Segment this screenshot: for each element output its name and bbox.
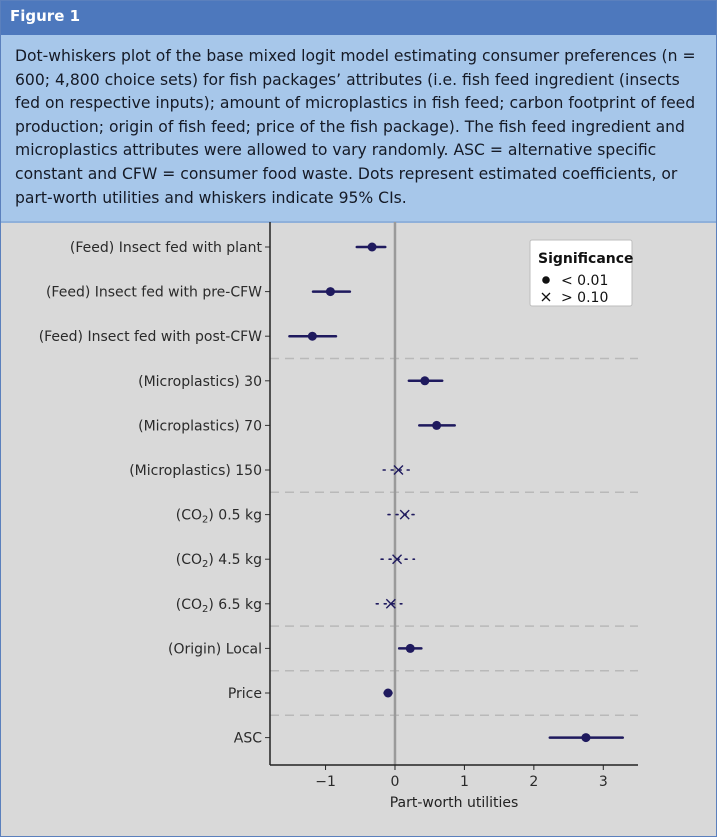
estimate-dot xyxy=(325,287,335,297)
y-tick-label: (Microplastics) 30 xyxy=(138,374,262,390)
x-tick-label: 1 xyxy=(460,774,469,790)
estimate-cross xyxy=(392,554,403,565)
y-tick-label: (Feed) Insect fed with post-CFW xyxy=(39,329,262,345)
y-tick-label: (CO2) 4.5 kg xyxy=(176,552,262,570)
legend-entry-label: < 0.01 xyxy=(561,273,608,289)
estimate-cross xyxy=(393,465,404,475)
y-tick-label: (Microplastics) 150 xyxy=(129,463,262,479)
y-tick-label: (Origin) Local xyxy=(168,641,262,657)
x-axis-ticks: −1 0 1 2 3 xyxy=(315,765,608,790)
y-tick-label: (Feed) Insect fed with plant xyxy=(70,240,263,256)
legend-box xyxy=(529,239,633,307)
estimate-dot xyxy=(383,688,393,698)
estimate-cross xyxy=(385,598,396,609)
y-tick-label: (CO2) 6.5 kg xyxy=(176,597,262,615)
figure-header: Figure 1 xyxy=(1,1,716,35)
figure-caption: Dot-whiskers plot of the base mixed logi… xyxy=(15,47,696,207)
estimate-dot xyxy=(367,242,377,252)
caption-divider xyxy=(1,221,716,223)
figure-label: Figure 1 xyxy=(10,7,81,25)
group-separators xyxy=(270,357,638,717)
estimate-dot xyxy=(420,376,430,386)
x-tick-label: 2 xyxy=(529,774,538,790)
x-tick-label: 0 xyxy=(391,774,400,790)
legend: Significance < 0.01> 0.10 xyxy=(529,239,634,307)
y-tick-label: (Feed) Insect fed with pre-CFW xyxy=(46,285,262,301)
x-tick-label: 3 xyxy=(599,774,608,790)
y-tick-label: (CO2) 0.5 kg xyxy=(176,508,262,526)
estimate-dot xyxy=(307,331,317,341)
y-tick-label: (Microplastics) 70 xyxy=(138,418,262,434)
chart-marks xyxy=(288,242,624,743)
legend-dot-marker xyxy=(542,276,550,284)
y-tick-label: Price xyxy=(228,686,262,702)
legend-entry-label: > 0.10 xyxy=(561,290,608,306)
estimate-dot xyxy=(432,420,442,430)
x-axis-title: Part-worth utilities xyxy=(390,795,519,811)
y-axis-labels: (Feed) Insect fed with plant (Feed) Insec… xyxy=(39,240,270,747)
legend-cross-marker xyxy=(541,292,551,302)
dot-whisker-chart: (Feed) Insect fed with plant (Feed) Insec… xyxy=(39,222,638,811)
x-tick-label: −1 xyxy=(315,774,336,790)
estimate-cross xyxy=(399,509,410,520)
legend-title: Significance xyxy=(538,251,634,267)
estimate-dot xyxy=(581,733,591,743)
y-tick-label: ASC xyxy=(234,731,262,747)
estimate-dot xyxy=(405,643,415,653)
legend-entries: < 0.01> 0.10 xyxy=(541,273,608,306)
figure-caption-box: Dot-whiskers plot of the base mixed logi… xyxy=(1,35,716,221)
